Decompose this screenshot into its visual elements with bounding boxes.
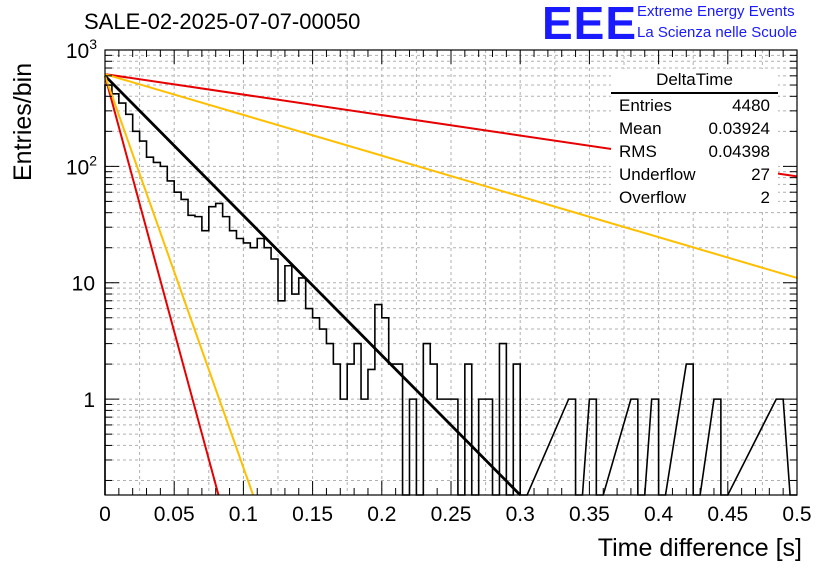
stats-label: Mean: [619, 119, 662, 138]
stats-value: 27: [751, 165, 770, 184]
y-axis-label: Entries/bin: [9, 62, 37, 181]
stats-box: DeltaTime Entries 4480 Mean 0.03924 RMS 0.0…: [611, 69, 778, 209]
x-axis-label: Time difference [s]: [597, 534, 802, 562]
stats-row: Underflow 27: [611, 163, 778, 186]
stats-row: Entries 4480: [611, 94, 778, 117]
x-tick-label: 0.25: [431, 503, 472, 526]
x-tick-label: 0.35: [569, 503, 610, 526]
x-tick-label: 0: [99, 503, 111, 526]
x-tick-label: 0.1: [229, 503, 258, 526]
x-tick-label: 0.3: [506, 503, 535, 526]
fit-line-red: [104, 75, 220, 496]
logo-line-1: Extreme Energy Events: [637, 3, 795, 20]
stats-value: 4480: [732, 96, 770, 115]
x-tick-label: 0.45: [707, 503, 748, 526]
stats-label: RMS: [619, 142, 657, 161]
fit-line-orange: [104, 75, 255, 496]
x-tick-label: 0.15: [292, 503, 333, 526]
y-tick-label: 10: [72, 273, 95, 296]
y-tick-label: 103: [66, 36, 97, 63]
x-tick-label: 0.5: [782, 503, 811, 526]
stats-label: Overflow: [619, 188, 687, 207]
stats-value: 0.03924: [708, 119, 770, 138]
logo-line-2: La Scienza nelle Scuole: [637, 24, 798, 41]
fit-line-black: [104, 74, 522, 496]
stats-label: Underflow: [619, 165, 696, 184]
stats-value: 2: [760, 188, 770, 207]
y-tick-label: 1: [83, 389, 95, 412]
stats-row: Mean 0.03924: [611, 117, 778, 140]
x-tick-label: 0.2: [367, 503, 396, 526]
stats-row: RMS 0.04398: [611, 140, 778, 163]
stats-label: Entries: [619, 96, 672, 115]
y-tick-label: 102: [66, 152, 97, 179]
x-tick-label: 0.4: [644, 503, 674, 526]
eee-logo: EEE: [542, 0, 638, 49]
fit-line-orange: [104, 73, 798, 279]
stats-title: DeltaTime: [611, 69, 778, 94]
x-tick-label: 0.05: [154, 503, 195, 526]
stats-row: Overflow 2: [611, 186, 778, 209]
stats-value: 0.04398: [708, 142, 770, 161]
chart-title: SALE-02-2025-07-07-00050: [84, 9, 361, 34]
